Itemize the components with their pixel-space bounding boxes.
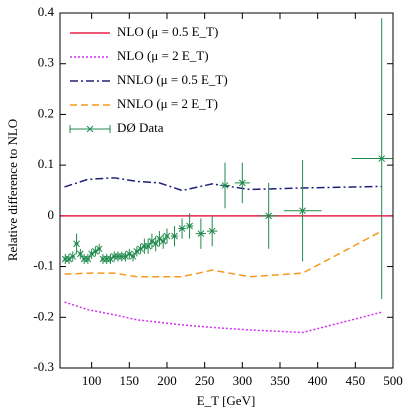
data-point	[221, 182, 229, 189]
y-tick-label: -0.2	[33, 308, 54, 323]
x-tick-label: 400	[308, 373, 328, 388]
data-point	[186, 222, 193, 230]
x-tick-label: 500	[383, 373, 403, 388]
y-tick-label: 0.1	[38, 156, 54, 171]
data-point	[238, 179, 246, 187]
data-point	[378, 155, 386, 162]
data-point	[92, 248, 99, 255]
data-point	[208, 227, 216, 235]
legend-marker	[86, 125, 94, 133]
x-tick-label: 450	[346, 373, 366, 388]
series-line	[64, 230, 383, 278]
legend-label: NLO (μ = 2 E_T)	[117, 48, 209, 63]
legend-label: NNLO (μ = 0.5 E_T)	[117, 72, 228, 87]
y-tick-label: 0	[48, 207, 55, 222]
data-point	[144, 242, 152, 250]
data-point	[107, 255, 114, 263]
data-point	[178, 225, 186, 232]
legend-label: DØ Data	[117, 120, 164, 135]
data-point	[129, 253, 137, 260]
plot-area	[60, 18, 393, 334]
x-axis-label: E_T [GeV]	[197, 393, 256, 408]
x-tick-label: 200	[157, 373, 177, 388]
data-point	[163, 232, 171, 240]
y-tick-label: -0.3	[33, 359, 54, 374]
x-tick-label: 350	[270, 373, 290, 388]
x-tick-label: 300	[233, 373, 253, 388]
x-tick-label: 150	[120, 373, 140, 388]
data-point	[65, 255, 73, 263]
data-point	[156, 235, 163, 243]
series-line	[64, 301, 382, 334]
data-point	[125, 250, 133, 258]
data-point	[299, 207, 306, 215]
plot-frame	[59, 12, 394, 369]
x-tick-label: 100	[82, 373, 102, 388]
data-point	[76, 250, 84, 258]
legend-label: NNLO (μ = 2 E_T)	[117, 96, 218, 111]
x-tick-label: 250	[195, 373, 215, 388]
y-tick-label: 0.2	[38, 105, 54, 120]
data-point	[171, 232, 178, 240]
legend-label: NLO (μ = 0.5 E_T)	[117, 24, 218, 39]
data-point	[152, 240, 160, 248]
data-point	[159, 237, 167, 245]
data-point	[122, 253, 129, 260]
data-point	[265, 212, 273, 220]
y-tick-label: -0.1	[33, 258, 54, 273]
y-tick-label: 0.3	[38, 55, 54, 70]
data-point	[133, 248, 141, 255]
y-tick-label: 0.4	[38, 4, 55, 19]
data-point	[73, 240, 80, 248]
data-point	[148, 237, 156, 245]
data-point	[84, 255, 92, 263]
data-point	[69, 253, 77, 260]
data-point	[95, 245, 103, 253]
series-line	[64, 177, 382, 192]
data-point	[88, 250, 95, 258]
y-axis-label: Relative difference to NLO	[5, 119, 20, 261]
data-point	[137, 245, 144, 253]
data-point	[197, 230, 205, 237]
